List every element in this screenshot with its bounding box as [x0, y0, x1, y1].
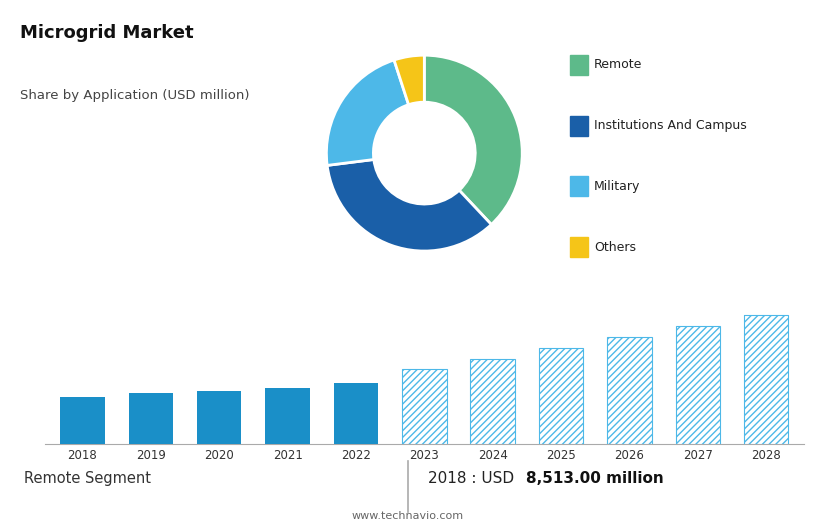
- Text: Remote Segment: Remote Segment: [24, 472, 152, 486]
- Bar: [607, 337, 652, 444]
- Bar: [60, 397, 104, 444]
- Wedge shape: [394, 55, 424, 105]
- Bar: [676, 326, 720, 444]
- Bar: [471, 359, 515, 444]
- Text: Share by Application (USD million): Share by Application (USD million): [20, 89, 250, 102]
- Bar: [744, 315, 788, 444]
- Text: www.technavio.com: www.technavio.com: [352, 511, 464, 521]
- Wedge shape: [424, 55, 522, 224]
- Wedge shape: [327, 159, 491, 251]
- Bar: [197, 391, 242, 444]
- Bar: [607, 337, 652, 444]
- Bar: [744, 315, 788, 444]
- Bar: [539, 347, 583, 444]
- Bar: [129, 393, 173, 444]
- Wedge shape: [326, 60, 409, 165]
- Bar: [539, 347, 583, 444]
- Text: Institutions And Campus: Institutions And Campus: [594, 119, 747, 132]
- Text: 8,513.00 million: 8,513.00 million: [526, 472, 664, 486]
- Bar: [471, 359, 515, 444]
- Bar: [265, 388, 310, 444]
- Text: Microgrid Market: Microgrid Market: [20, 24, 194, 42]
- Bar: [402, 370, 446, 444]
- Text: Military: Military: [594, 180, 641, 193]
- Bar: [402, 370, 446, 444]
- Bar: [334, 383, 378, 444]
- Text: Others: Others: [594, 241, 636, 253]
- Text: 2018 : USD: 2018 : USD: [428, 472, 520, 486]
- Bar: [676, 326, 720, 444]
- Text: Remote: Remote: [594, 59, 642, 71]
